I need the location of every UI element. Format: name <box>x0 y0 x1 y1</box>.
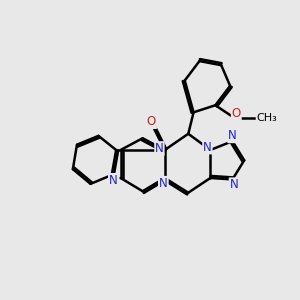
Text: N: N <box>228 129 237 142</box>
Text: CH₃: CH₃ <box>256 113 277 123</box>
Text: N: N <box>159 177 168 190</box>
Text: N: N <box>109 174 118 187</box>
Text: O: O <box>147 115 156 128</box>
Text: N: N <box>230 178 238 191</box>
Text: N: N <box>203 141 212 154</box>
Text: N: N <box>155 142 164 155</box>
Text: O: O <box>232 107 241 120</box>
Text: N: N <box>159 177 168 190</box>
